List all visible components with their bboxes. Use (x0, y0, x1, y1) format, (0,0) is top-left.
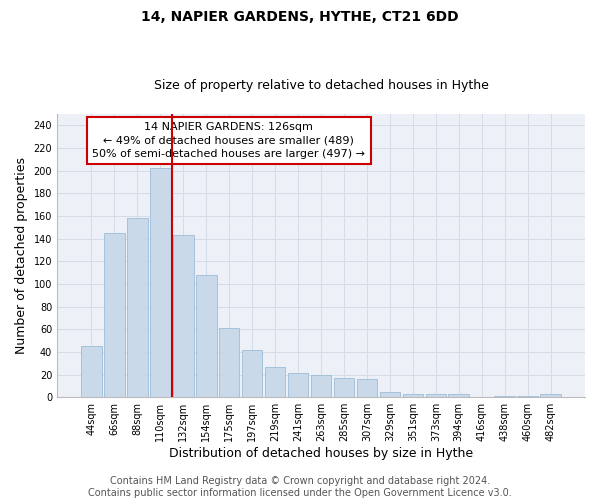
Bar (517, 396, 538, 397)
Bar (380, 392, 400, 397)
Bar (196, 275, 217, 397)
Bar (403, 394, 423, 397)
Bar (356, 379, 377, 397)
Bar (81, 346, 102, 397)
Bar (311, 374, 331, 397)
Bar (127, 218, 148, 397)
Text: 14, NAPIER GARDENS, HYTHE, CT21 6DD: 14, NAPIER GARDENS, HYTHE, CT21 6DD (141, 10, 459, 24)
Title: Size of property relative to detached houses in Hythe: Size of property relative to detached ho… (154, 79, 488, 92)
Bar (541, 394, 561, 397)
Bar (448, 394, 469, 397)
Bar (494, 396, 515, 397)
Text: Contains HM Land Registry data © Crown copyright and database right 2024.
Contai: Contains HM Land Registry data © Crown c… (88, 476, 512, 498)
Text: 14 NAPIER GARDENS: 126sqm
← 49% of detached houses are smaller (489)
50% of semi: 14 NAPIER GARDENS: 126sqm ← 49% of detac… (92, 122, 365, 159)
Y-axis label: Number of detached properties: Number of detached properties (15, 157, 28, 354)
Bar (425, 394, 446, 397)
Bar (288, 374, 308, 397)
Bar (242, 350, 262, 397)
Bar (150, 168, 170, 397)
X-axis label: Distribution of detached houses by size in Hythe: Distribution of detached houses by size … (169, 447, 473, 460)
Bar (334, 378, 355, 397)
Bar (265, 366, 286, 397)
Bar (104, 233, 125, 397)
Bar (219, 328, 239, 397)
Bar (173, 235, 194, 397)
